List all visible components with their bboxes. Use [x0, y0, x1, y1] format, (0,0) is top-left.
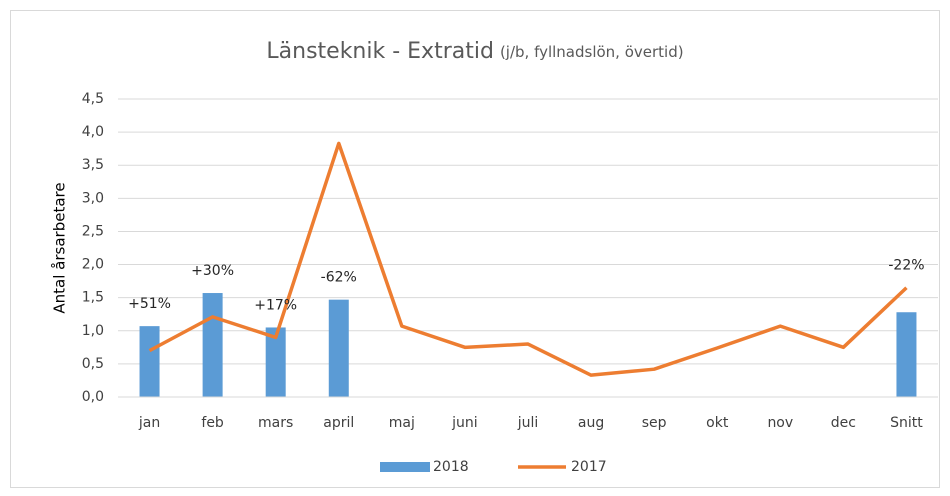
x-tick-label: sep: [642, 415, 667, 431]
x-tick-label: maj: [389, 415, 415, 431]
annotation: +30%: [191, 263, 234, 279]
y-tick-label: 1,5: [82, 290, 104, 306]
y-tick-label: 2,5: [82, 223, 104, 239]
y-tick-label: 1,0: [82, 323, 104, 339]
x-tick-label: aug: [578, 415, 604, 431]
annotation: +17%: [254, 297, 297, 313]
bar: [896, 312, 917, 397]
x-tick-label: mars: [258, 415, 293, 431]
annotation: -22%: [888, 258, 924, 274]
x-tick-label: dec: [831, 415, 856, 431]
y-tick-label: 0,0: [82, 389, 104, 405]
x-tick-label: Snitt: [890, 415, 923, 431]
legend-swatch: [380, 462, 430, 472]
y-tick-label: 4,0: [82, 124, 104, 140]
x-tick-label: april: [323, 415, 354, 431]
x-tick-label: juni: [451, 415, 478, 431]
bar: [328, 299, 349, 397]
y-tick-label: 3,0: [82, 190, 104, 206]
chart-border: [10, 10, 940, 488]
y-tick-label: 2,0: [82, 257, 104, 273]
x-tick-label: nov: [767, 415, 793, 431]
legend-label: 2018: [433, 459, 469, 475]
y-tick-label: 0,5: [82, 356, 104, 372]
y-tick-label: 4,5: [82, 91, 104, 107]
x-tick-label: jan: [138, 415, 160, 431]
legend-label: 2017: [571, 459, 607, 475]
x-tick-label: feb: [201, 415, 224, 431]
line: [148, 141, 908, 377]
x-tick-label: juli: [517, 415, 539, 431]
annotation: -62%: [321, 270, 357, 286]
bar: [139, 326, 160, 397]
bar: [202, 293, 223, 397]
chart-subtitle: (j/b, fyllnadslön, övertid): [500, 43, 684, 61]
annotation: +51%: [128, 296, 171, 312]
bar: [265, 327, 286, 397]
y-axis-label: Antal årsarbetare: [51, 182, 69, 313]
y-tick-label: 3,5: [82, 157, 104, 173]
x-tick-label: okt: [706, 415, 729, 431]
chart-title-group: Länsteknik - Extratid (j/b, fyllnadslön, …: [266, 39, 683, 64]
chart-title: Länsteknik - Extratid: [266, 39, 494, 64]
